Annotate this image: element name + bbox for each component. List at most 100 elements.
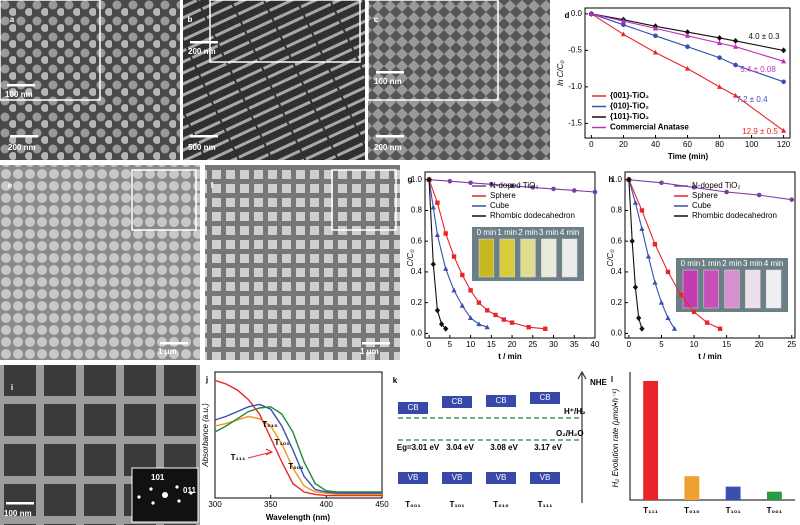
plot-frame [424,171,596,339]
x-tick-label: 20 [755,340,764,349]
series-label: 12.9 ± 0.5 [742,127,778,136]
y-axis-label: Absorbance (a.u.) [201,403,210,468]
y-axis-label: C/C₀ [406,249,415,267]
x-tick-label: 10 [466,340,475,349]
marker [451,254,457,259]
cb-box [486,395,516,407]
x-axis-label: t / min [498,352,522,361]
marker [493,312,498,318]
cb-box [530,392,560,404]
legend-label: Rhombic dodecahedron [490,211,575,220]
inset-image [209,0,361,63]
panel-label: d [565,11,570,20]
x-tick-label: 300 [208,500,222,509]
vial [499,238,515,278]
vb-label: VB [408,473,419,482]
series-label: 7.2 ± 0.4 [736,95,768,104]
marker [592,189,598,195]
marker [665,315,671,321]
level-label: O₂/H₂O [556,429,584,438]
x-tick-label: 15 [722,340,731,349]
vb-label: VB [496,473,507,482]
x-tick-label: T₁₁₁ [643,506,659,515]
panel-label: g [408,175,413,184]
marker [756,192,762,198]
level-label: H⁺/H₂ [564,407,586,416]
y-tick-label: 0.6 [411,236,423,245]
marker [652,25,659,31]
x-axis-label: Time (min) [668,152,709,161]
legend-label: Cube [692,201,712,210]
x-tick-label: 25 [528,340,537,349]
marker [489,181,494,187]
cb-label: CB [495,396,506,405]
marker [459,302,465,308]
vial [478,238,495,278]
marker [468,288,473,293]
x-tick-label: 15 [487,340,496,349]
marker [639,325,645,332]
marker [645,253,652,259]
inset-label: 1 min [497,228,517,237]
marker [652,49,659,55]
x-tick-label: 0 [589,140,594,149]
series-line [214,379,382,497]
scale-label: 100 nm [4,509,32,518]
panel-label: l [611,375,613,384]
marker [716,84,723,89]
marker [704,320,710,325]
y-axis-label: ln C/C₀ [556,60,565,86]
inset-label: 2 min [722,259,742,268]
series-line [214,415,382,496]
inset-image [0,0,101,101]
inset-label: 3 min [539,228,559,237]
marker [780,47,787,54]
marker [732,43,739,49]
x-tick-label: 80 [715,140,724,149]
y-tick-label: 0.8 [411,206,423,215]
scale-label: 011 [183,486,196,495]
bar [643,380,659,500]
scale-bar [160,342,188,345]
scale-bar [7,84,35,87]
marker [484,308,490,313]
marker [733,62,738,68]
gap-label: 3.17 eV [534,443,562,452]
series-line [214,406,382,493]
marker [526,325,531,330]
scale-label: 1 μm [360,347,379,356]
bar [766,491,782,500]
vial [541,238,557,278]
marker [732,37,739,44]
marker [588,11,595,16]
inset-label: 0 min [477,228,497,237]
marker [671,325,678,331]
cb-label: CB [407,403,418,412]
marker [691,309,697,315]
fft-spot [151,501,155,505]
inset-image [367,0,499,101]
legend-label: Commercial Anatase [610,123,689,132]
scale-label: 100 nm [5,90,33,99]
x-tick-label: 40 [651,140,660,149]
marker [443,325,449,332]
x-tick-label: 35 [570,340,579,349]
series-label: 4.0 ± 0.3 [748,32,780,41]
panel-label: k [393,376,398,385]
x-tick-label: 5 [659,340,664,349]
marker [435,200,440,205]
legend-label: {001}-TiO₂ [610,91,649,100]
marker [652,242,658,247]
y-tick-label: 0.0 [611,328,623,337]
marker [684,65,691,71]
fft-spot [162,492,168,498]
marker [629,238,635,245]
marker [691,185,697,190]
y-tick-label: 0.6 [611,236,623,245]
marker [632,284,639,291]
y-tick-label: -0.5 [568,45,582,54]
legend-label: Sphere [692,191,718,200]
scale-label: 200 nm [374,143,402,152]
marker [632,199,639,205]
